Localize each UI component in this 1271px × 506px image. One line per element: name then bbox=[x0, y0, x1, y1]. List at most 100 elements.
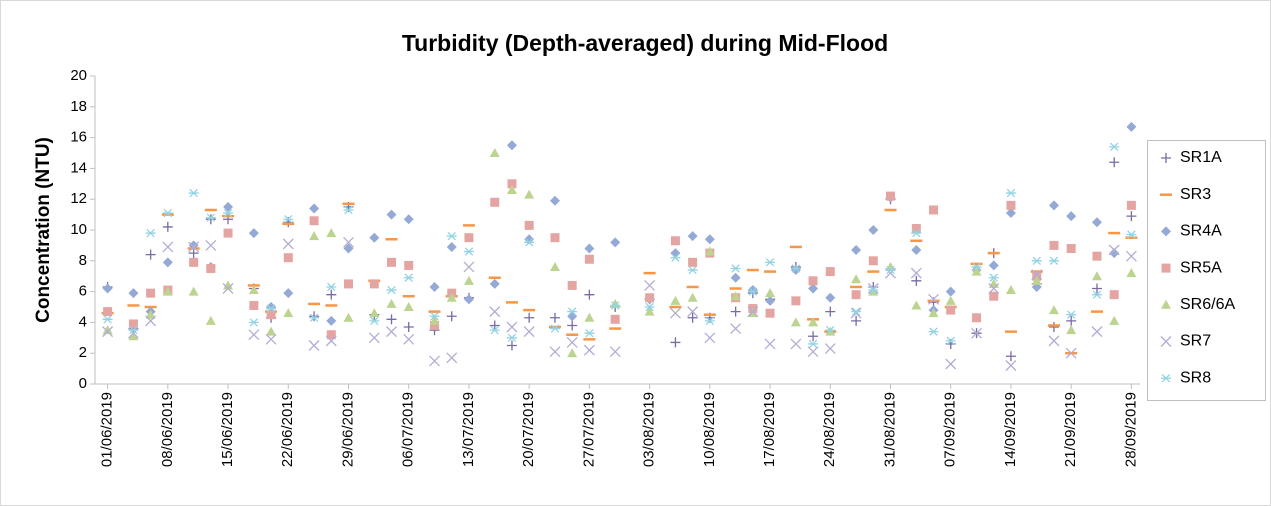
data-point bbox=[670, 253, 681, 262]
data-point bbox=[808, 331, 819, 342]
data-point bbox=[687, 306, 699, 318]
data-point bbox=[825, 267, 835, 277]
data-point bbox=[1066, 310, 1077, 319]
data-point bbox=[928, 327, 939, 336]
data-point bbox=[128, 331, 139, 341]
data-point bbox=[583, 344, 595, 356]
data-point bbox=[911, 228, 922, 238]
data-point bbox=[205, 214, 216, 225]
data-point bbox=[309, 203, 320, 214]
data-point bbox=[1109, 315, 1120, 325]
data-point bbox=[790, 317, 801, 327]
data-point bbox=[429, 312, 440, 321]
data-point bbox=[326, 228, 337, 238]
data-point bbox=[1091, 217, 1102, 228]
data-point bbox=[403, 302, 414, 311]
data-point bbox=[369, 279, 379, 289]
data-point bbox=[369, 232, 380, 243]
data-point bbox=[1109, 248, 1120, 259]
data-point bbox=[567, 307, 578, 316]
data-point bbox=[206, 264, 216, 273]
data-point bbox=[145, 309, 156, 319]
data-point bbox=[1049, 240, 1059, 250]
data-point bbox=[463, 294, 474, 305]
data-point bbox=[404, 260, 414, 270]
data-point bbox=[223, 280, 234, 290]
y-axis-label: Concentration (NTU) bbox=[33, 137, 54, 323]
data-point bbox=[988, 260, 999, 271]
legend-marker bbox=[1161, 299, 1171, 309]
legend-marker bbox=[1161, 263, 1171, 273]
data-point bbox=[489, 325, 500, 335]
data-point bbox=[326, 330, 336, 340]
data-point bbox=[506, 184, 517, 194]
data-point bbox=[584, 289, 595, 300]
x-tick-label: 29/06/2019 bbox=[339, 392, 356, 467]
data-point bbox=[223, 208, 234, 218]
data-point bbox=[386, 298, 397, 308]
data-point bbox=[308, 340, 320, 351]
data-point bbox=[524, 312, 535, 323]
data-point bbox=[188, 240, 199, 251]
data-point bbox=[1126, 200, 1136, 210]
x-tick-label: 21/09/2019 bbox=[1062, 392, 1079, 467]
x-tick-label: 17/08/2019 bbox=[761, 392, 778, 467]
data-point bbox=[205, 239, 217, 251]
data-point bbox=[971, 327, 982, 339]
y-tick-label: 8 bbox=[79, 252, 87, 269]
data-point bbox=[945, 358, 957, 370]
legend-label: SR6/6A bbox=[1180, 296, 1235, 313]
data-point bbox=[1005, 208, 1016, 219]
data-point bbox=[128, 325, 139, 335]
data-point bbox=[326, 282, 337, 292]
data-point bbox=[1048, 322, 1059, 333]
data-point bbox=[971, 266, 982, 276]
data-point bbox=[368, 332, 380, 344]
legend-marker bbox=[1160, 336, 1172, 347]
data-point bbox=[266, 310, 276, 320]
data-point bbox=[747, 285, 758, 296]
data-point bbox=[730, 323, 742, 335]
data-point bbox=[403, 333, 415, 345]
data-point bbox=[550, 233, 560, 243]
data-point bbox=[162, 241, 174, 253]
data-point bbox=[309, 216, 319, 226]
data-point bbox=[102, 326, 114, 338]
data-point bbox=[387, 257, 397, 267]
data-point bbox=[704, 246, 715, 256]
data-point bbox=[929, 205, 939, 215]
data-point bbox=[610, 301, 621, 310]
x-tick-label: 13/07/2019 bbox=[460, 392, 477, 467]
data-point bbox=[386, 314, 397, 325]
data-point bbox=[145, 249, 156, 260]
x-tick-label: 28/09/2019 bbox=[1122, 392, 1139, 467]
data-point bbox=[386, 209, 397, 220]
data-point bbox=[790, 264, 801, 273]
data-point bbox=[282, 238, 294, 250]
data-point bbox=[867, 283, 879, 294]
data-point bbox=[1066, 325, 1077, 335]
data-point bbox=[610, 237, 621, 248]
legend-label: SR1A bbox=[1180, 149, 1222, 166]
chart-title: Turbidity (Depth-averaged) during Mid-Fl… bbox=[402, 30, 888, 56]
data-point bbox=[851, 274, 862, 284]
data-point bbox=[566, 336, 578, 348]
data-point bbox=[1031, 256, 1042, 266]
data-point bbox=[790, 265, 801, 276]
data-point bbox=[524, 220, 534, 230]
data-point bbox=[549, 312, 560, 323]
data-point bbox=[506, 340, 517, 351]
data-point bbox=[446, 231, 457, 241]
data-point bbox=[1005, 360, 1017, 371]
data-point bbox=[850, 307, 862, 319]
data-point bbox=[1006, 200, 1016, 210]
data-point bbox=[567, 320, 578, 331]
data-point bbox=[669, 307, 681, 319]
data-point bbox=[1091, 290, 1102, 299]
data-point bbox=[687, 292, 698, 302]
data-point bbox=[343, 205, 354, 215]
legend-label: SR8 bbox=[1180, 369, 1211, 386]
data-point bbox=[248, 318, 259, 327]
data-point bbox=[403, 322, 414, 333]
data-point bbox=[1125, 250, 1137, 262]
